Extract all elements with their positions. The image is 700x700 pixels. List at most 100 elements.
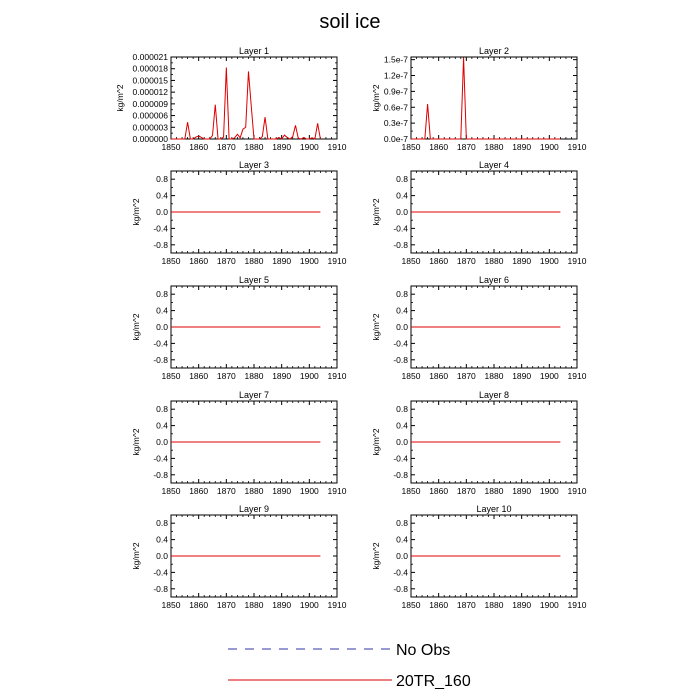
x-tick-label: 1880 <box>485 486 504 496</box>
y-tick-label: 0.4 <box>156 306 168 316</box>
x-tick-label: 1880 <box>485 371 504 381</box>
x-tick-label: 1850 <box>162 600 181 610</box>
y-tick-label: 0.0 <box>156 437 168 447</box>
y-tick-label: -0.8 <box>153 355 168 365</box>
x-tick-label: 1860 <box>189 486 208 496</box>
y-tick-label: 1.2e-7 <box>384 71 408 81</box>
y-tick-label: -0.8 <box>393 584 408 594</box>
x-tick-label: 1870 <box>217 142 236 152</box>
x-tick-label: 1890 <box>272 256 291 266</box>
y-axis-label-layer-5: kg/m^2 <box>131 313 141 340</box>
panels-grid: Layer 1 1850 1860 1870 1880 1890 1900 1910 0.000… <box>115 46 587 610</box>
y-tick-label: 0.000021 <box>133 52 169 62</box>
legend-label-no-obs: No Obs <box>396 642 450 659</box>
y-tick-label: 0.0 <box>156 551 168 561</box>
x-tick-label: 1890 <box>272 371 291 381</box>
x-tick-label: 1910 <box>568 371 587 381</box>
series-line-20tr-160 <box>171 67 321 140</box>
x-tick-label: 1870 <box>217 256 236 266</box>
y-tick-label: 0.3e-7 <box>384 118 408 128</box>
y-tick-label: -0.8 <box>393 355 408 365</box>
x-tick-label: 1880 <box>245 371 264 381</box>
plot-frame-layer-1 <box>170 56 338 140</box>
y-tick-label: 0.9e-7 <box>384 86 408 96</box>
x-tick-label: 1850 <box>402 600 421 610</box>
panel-layer-8: Layer 8 1850 1860 1870 1880 1890 1900 1910 -0.8 -… <box>371 390 587 496</box>
y-tick-label: 0.0 <box>396 207 408 217</box>
x-tick-label: 1880 <box>485 600 504 610</box>
x-tick-label: 1910 <box>328 486 347 496</box>
panel-title-layer-7: Layer 7 <box>239 390 269 400</box>
x-tick-label: 1850 <box>162 142 181 152</box>
x-tick-label: 1900 <box>540 600 559 610</box>
x-tick-label: 1850 <box>402 142 421 152</box>
x-tick-label: 1860 <box>429 600 448 610</box>
y-tick-label: 0.000012 <box>133 87 169 97</box>
series-line-20tr-160 <box>411 57 561 140</box>
y-tick-label: 0.4 <box>396 191 408 201</box>
y-tick-label: 0.000018 <box>133 64 169 74</box>
panel-layer-3: Layer 3 1850 1860 1870 1880 1890 1900 1910 -0.8 -… <box>131 160 347 266</box>
legend-label-20tr-160: 20TR_160 <box>396 673 471 690</box>
y-tick-label: 0.000003 <box>133 122 169 132</box>
x-tick-label: 1900 <box>300 486 319 496</box>
x-tick-label: 1860 <box>189 371 208 381</box>
y-tick-label: -0.4 <box>393 223 408 233</box>
x-tick-label: 1870 <box>457 600 476 610</box>
x-tick-label: 1880 <box>485 256 504 266</box>
y-axis-label-layer-8: kg/m^2 <box>371 428 381 455</box>
y-axis-label-layer-10: kg/m^2 <box>371 542 381 569</box>
y-axis-label-layer-4: kg/m^2 <box>371 198 381 225</box>
x-tick-label: 1870 <box>217 371 236 381</box>
y-axis-label-layer-9: kg/m^2 <box>131 542 141 569</box>
y-tick-label: 0.0 <box>156 322 168 332</box>
panel-title-layer-6: Layer 6 <box>479 275 509 285</box>
y-tick-label: -0.8 <box>153 584 168 594</box>
y-tick-label: -0.8 <box>393 240 408 250</box>
x-tick-label: 1890 <box>512 486 531 496</box>
y-tick-label: 0.4 <box>396 535 408 545</box>
y-tick-label: 0.4 <box>156 191 168 201</box>
y-tick-label: 0.8 <box>156 404 168 414</box>
y-axis-label-layer-3: kg/m^2 <box>131 198 141 225</box>
y-tick-label: -0.4 <box>393 453 408 463</box>
x-tick-label: 1910 <box>568 142 587 152</box>
panel-layer-5: Layer 5 1850 1860 1870 1880 1890 1900 1910 -0.8 -… <box>131 275 347 381</box>
y-axis-label-layer-1: kg/m^2 <box>115 84 125 111</box>
x-tick-label: 1890 <box>512 600 531 610</box>
x-tick-label: 1870 <box>217 486 236 496</box>
legend: No Obs 20TR_160 <box>228 642 471 690</box>
x-tick-label: 1850 <box>402 256 421 266</box>
x-tick-label: 1900 <box>540 142 559 152</box>
x-tick-label: 1870 <box>217 600 236 610</box>
y-axis-label-layer-6: kg/m^2 <box>371 313 381 340</box>
x-tick-label: 1910 <box>328 142 347 152</box>
x-tick-label: 1890 <box>272 486 291 496</box>
y-tick-label: -0.4 <box>393 567 408 577</box>
x-tick-label: 1910 <box>568 600 587 610</box>
panel-layer-2: Layer 2 1850 1860 1870 1880 1890 1900 1910 0.0e-… <box>371 46 587 152</box>
x-tick-label: 1910 <box>328 371 347 381</box>
y-tick-label: 0.4 <box>396 421 408 431</box>
y-tick-label: 0.4 <box>156 535 168 545</box>
x-tick-label: 1870 <box>457 371 476 381</box>
panel-title-layer-10: Layer 10 <box>476 504 511 514</box>
x-tick-label: 1860 <box>429 256 448 266</box>
y-tick-label: 0.8 <box>396 518 408 528</box>
y-axis-label-layer-7: kg/m^2 <box>131 428 141 455</box>
x-tick-label: 1900 <box>540 371 559 381</box>
x-tick-label: 1890 <box>512 142 531 152</box>
x-tick-label: 1890 <box>272 142 291 152</box>
y-tick-label: 0.000015 <box>133 75 169 85</box>
x-tick-label: 1850 <box>402 486 421 496</box>
panel-title-layer-1: Layer 1 <box>239 46 269 56</box>
x-tick-label: 1860 <box>189 600 208 610</box>
x-tick-label: 1900 <box>300 142 319 152</box>
y-tick-label: -0.4 <box>153 338 168 348</box>
x-tick-label: 1910 <box>568 256 587 266</box>
panel-title-layer-3: Layer 3 <box>239 160 269 170</box>
panel-layer-1: Layer 1 1850 1860 1870 1880 1890 1900 1910 0.000… <box>115 46 347 152</box>
y-tick-label: 0.000000 <box>133 134 169 144</box>
x-tick-label: 1890 <box>272 600 291 610</box>
